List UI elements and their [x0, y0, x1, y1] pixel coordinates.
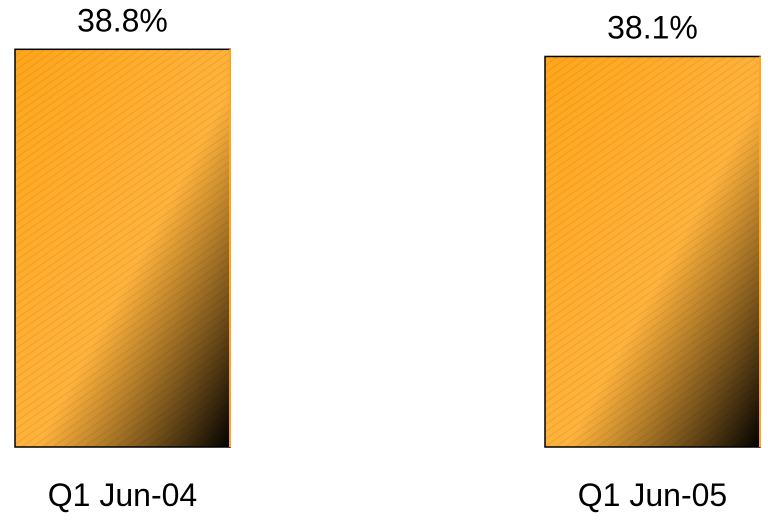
labels-group: 38.8% Q1 Jun-04 38.1% Q1 Jun-05	[48, 2, 727, 513]
bar-texture	[545, 56, 760, 447]
bar-2	[544, 55, 761, 448]
bar-1	[14, 48, 231, 448]
data-label-1: 38.8%	[77, 2, 168, 38]
data-label-2: 38.1%	[607, 9, 698, 45]
bars-group	[14, 48, 761, 448]
bar-texture	[15, 49, 230, 448]
category-label-2: Q1 Jun-05	[578, 477, 727, 513]
category-label-1: Q1 Jun-04	[48, 477, 197, 513]
